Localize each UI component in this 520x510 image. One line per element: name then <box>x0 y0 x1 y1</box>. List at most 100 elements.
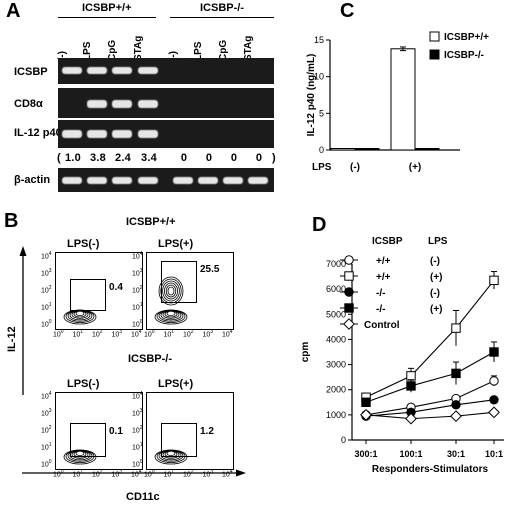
contour-line <box>165 284 177 298</box>
tick-exponent: 2 <box>139 285 143 291</box>
gel-band <box>112 130 132 138</box>
tick-exponent: 2 <box>48 285 52 291</box>
contour-line <box>75 450 85 457</box>
d-legend-icsbp: -/- <box>376 288 385 299</box>
tick-exponent: 3 <box>210 469 214 475</box>
flow-y-tick: 103 <box>132 408 143 417</box>
tick-exponent: 2 <box>99 469 103 475</box>
flow-x-tick: 104 <box>131 329 142 338</box>
tick-exponent: 1 <box>139 302 143 308</box>
tick-exponent: 0 <box>60 329 64 335</box>
flow-y-tick: 100 <box>41 319 52 328</box>
d-x-tick-label: 10:1 <box>485 449 503 459</box>
tick-exponent: 3 <box>119 469 123 475</box>
tick-exponent: 4 <box>48 391 52 397</box>
flow-y-tick: 102 <box>132 425 143 434</box>
contour-line <box>167 286 175 296</box>
tick-exponent: 0 <box>48 459 52 465</box>
quant-value: 3.8 <box>90 152 106 164</box>
tick-base: 10 <box>41 304 49 312</box>
c-legend-label: ICSBP-/- <box>444 50 484 61</box>
d-point <box>405 412 417 425</box>
d-y-tick-label: 1000 <box>326 410 346 420</box>
tick-base: 10 <box>132 304 140 312</box>
gel-band <box>138 100 158 108</box>
tick-base: 10 <box>163 331 172 339</box>
panel-b-group-ko: ICSBP-/- <box>128 353 172 365</box>
c-y-tick-label: 15 <box>314 35 324 45</box>
tick-base: 10 <box>111 471 120 479</box>
panel-a-group-ko-line <box>170 17 274 18</box>
gel-band <box>248 177 268 184</box>
c-y-tick-label: 0 <box>319 145 324 155</box>
tick-base: 10 <box>72 471 81 479</box>
gel-row-label-cd8a: CD8α <box>14 98 43 110</box>
d-point <box>344 303 354 313</box>
gel-band <box>112 67 132 74</box>
gel-band <box>138 177 158 184</box>
tick-base: 10 <box>53 331 61 339</box>
tick-exponent: 1 <box>48 302 52 308</box>
d-legend-lps: (-) <box>430 288 440 299</box>
c-y-tick-label: 10 <box>314 72 324 82</box>
c-x-tick-label: (-) <box>350 162 360 173</box>
panel-a-group-ko: ICSBP-/- <box>200 2 244 14</box>
d-point <box>451 323 461 333</box>
c-bar <box>354 148 380 151</box>
tick-base: 10 <box>132 321 140 329</box>
panel-d-letter: D <box>312 214 327 236</box>
tick-base: 10 <box>132 427 140 435</box>
tick-exponent: 4 <box>229 329 233 335</box>
c-bar <box>390 48 416 151</box>
tick-base: 10 <box>132 287 140 295</box>
contour-line <box>160 278 182 304</box>
flow-x-tick: 104 <box>131 469 142 478</box>
d-point <box>488 406 500 419</box>
d-series-line <box>365 411 495 420</box>
flow-y-tick: 101 <box>132 442 143 451</box>
flow-y-tick: 101 <box>41 302 52 311</box>
tick-exponent: 4 <box>139 391 143 397</box>
c-legend-label: ICSBP+/+ <box>444 32 489 43</box>
tick-base: 10 <box>41 444 49 452</box>
quant-value: 3.4 <box>141 152 157 164</box>
tick-exponent: 4 <box>48 251 52 257</box>
d-legend-icsbp: +/+ <box>376 256 391 267</box>
flow-y-tick: 103 <box>132 268 143 277</box>
d-y-tick-label: 0 <box>341 435 346 445</box>
tick-exponent: 1 <box>139 442 143 448</box>
flow-gate <box>161 423 197 457</box>
flow-y-tick: 100 <box>41 459 52 468</box>
tick-exponent: 1 <box>171 469 175 475</box>
flow-plot-title: LPS(-) <box>67 378 100 390</box>
tick-base: 10 <box>92 331 100 339</box>
contour-line <box>162 280 180 302</box>
tick-exponent: 4 <box>229 469 233 475</box>
flow-x-tick: 101 <box>164 469 175 478</box>
flow-x-tick: 102 <box>92 469 103 478</box>
gel-row-label-il12p40: IL-12 p40 <box>14 127 62 139</box>
panel-b-axis-arrows <box>19 246 246 477</box>
quant-value: 1.0 <box>65 152 81 164</box>
tick-base: 10 <box>41 321 49 329</box>
flow-gate <box>70 423 106 457</box>
contour-line <box>166 450 176 457</box>
tick-exponent: 2 <box>48 425 52 431</box>
d-y-tick-label: 4000 <box>326 334 346 344</box>
tick-exponent: 3 <box>48 408 52 414</box>
tick-exponent: 2 <box>190 469 194 475</box>
flow-y-tick: 101 <box>41 442 52 451</box>
tick-exponent: 0 <box>60 469 64 475</box>
gel-band <box>173 177 193 184</box>
tick-base: 10 <box>222 331 230 339</box>
flow-plot <box>146 392 234 470</box>
panel-b-letter: B <box>4 210 19 232</box>
d-y-tick-label: 2000 <box>326 385 346 395</box>
tick-exponent: 0 <box>139 459 143 465</box>
panel-b-group-wt: ICSBP+/+ <box>126 216 176 228</box>
tick-exponent: 3 <box>139 408 143 414</box>
tick-base: 10 <box>92 471 100 479</box>
flow-x-tick: 103 <box>112 469 123 478</box>
d-point <box>489 376 499 386</box>
tick-exponent: 1 <box>80 329 84 335</box>
